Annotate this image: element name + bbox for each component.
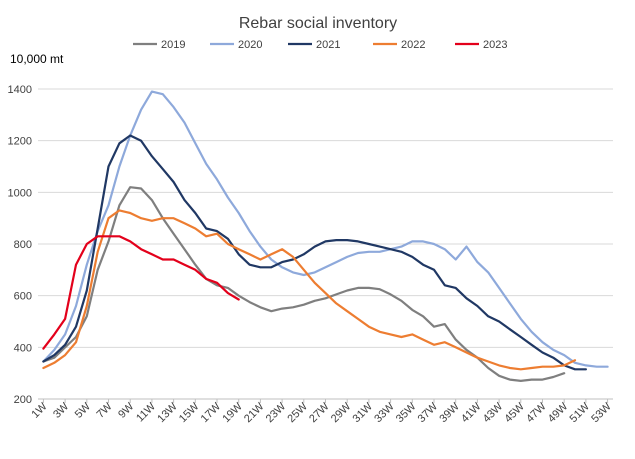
x-tick-label: 29W (329, 400, 354, 425)
x-tick-label: 3W (51, 400, 72, 421)
series-line-2020 (42, 90, 609, 368)
x-tick-label: 11W (134, 400, 158, 424)
x-tick-label: 51W (568, 400, 593, 425)
y-tick-label: 1400 (8, 84, 32, 96)
legend-item-2019: 2019 (133, 39, 185, 51)
x-tick-label: 45W (502, 400, 527, 425)
x-tick-label: 25W (285, 400, 310, 425)
x-tick-label: 5W (73, 400, 94, 421)
x-tick-label: 53W (589, 400, 614, 425)
x-tick-label: 13W (155, 400, 180, 425)
legend-label: 2019 (161, 39, 185, 51)
x-tick-label: 31W (351, 400, 376, 425)
x-tick-label: 27W (307, 400, 332, 425)
legend-item-2021: 2021 (288, 39, 340, 51)
legend-item-2022: 2022 (373, 39, 425, 51)
legend-label: 2022 (401, 39, 425, 51)
x-tick-label: 41W (459, 400, 484, 425)
legend-label: 2021 (316, 39, 340, 51)
series-line-2022 (42, 209, 577, 371)
legend-label: 2023 (483, 39, 507, 51)
legend-item-2020: 2020 (210, 39, 262, 51)
x-tick-label: 15W (177, 400, 202, 425)
legend: 2019 2020 2021 2022 2023 (133, 39, 507, 51)
chart-title: Rebar social inventory (239, 15, 397, 32)
x-tick-label: 47W (524, 400, 549, 425)
x-tick-label: 17W (199, 400, 224, 425)
x-tick-label: 19W (220, 400, 245, 425)
x-tick-label: 23W (264, 400, 289, 425)
x-tick-label: 1W (29, 400, 50, 421)
y-tick-label: 200 (14, 394, 32, 406)
x-tick-label: 7W (94, 400, 115, 421)
legend-label: 2020 (238, 39, 262, 51)
y-tick-label: 1200 (8, 136, 32, 148)
x-tick-label: 37W (416, 400, 441, 425)
x-tick-label: 9W (116, 400, 137, 421)
series-line-2021 (42, 134, 588, 371)
legend-item-2023: 2023 (455, 39, 507, 51)
axes: 200 400 600 800 1000 1200 1400 1W 3W 5W 7W 9W11W13W… (8, 84, 615, 425)
series-line-2019 (42, 186, 566, 382)
x-tick-label: 33W (372, 400, 397, 425)
y-unit-label: 10,000 mt (10, 52, 64, 66)
x-tick-label: 39W (437, 400, 462, 425)
series-line-2023 (42, 235, 240, 350)
series-group (42, 90, 609, 382)
y-tick-label: 1000 (8, 187, 32, 199)
gridlines (38, 88, 613, 348)
x-tick-label: 21W (242, 400, 267, 425)
y-tick-label: 600 (14, 291, 32, 303)
x-tick-label: 43W (481, 400, 506, 425)
y-tick-label: 800 (14, 239, 32, 251)
x-tick-label: 49W (546, 400, 571, 425)
x-tick-label: 35W (394, 400, 419, 425)
y-tick-label: 400 (14, 342, 32, 354)
